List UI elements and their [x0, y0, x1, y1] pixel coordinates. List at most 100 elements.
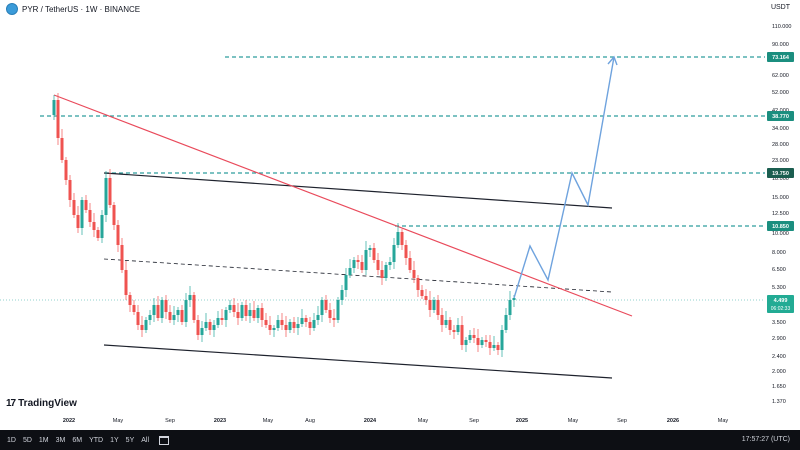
range-1m[interactable]: 1M [38, 436, 49, 444]
candle-body [308, 322, 312, 328]
range-5d[interactable]: 5D [22, 436, 32, 444]
target-level-badge [767, 168, 794, 178]
candle-body [396, 232, 400, 245]
range-3m[interactable]: 3M [55, 436, 66, 444]
candle-body [472, 335, 476, 338]
candle-body [424, 296, 428, 300]
price-tick-label: 3.500 [772, 320, 786, 326]
candle-body [428, 300, 432, 310]
time-tick-label: 2026 [667, 418, 679, 424]
candle-body [124, 270, 128, 295]
time-tick-label: 2023 [214, 418, 226, 424]
candle-body [440, 315, 444, 325]
time-tick-label: May [418, 418, 429, 424]
calendar-icon[interactable] [159, 435, 170, 445]
candle-body [156, 305, 160, 318]
candle-body [464, 340, 468, 345]
candle-body [100, 215, 104, 238]
currency-label[interactable]: USDT [770, 4, 790, 11]
candle-body [436, 300, 440, 315]
candle-body [320, 300, 324, 315]
price-tick-label: 8.000 [772, 250, 786, 256]
price-tick-label: 52.000 [772, 90, 789, 96]
candle-body [356, 260, 360, 262]
candle-body [180, 310, 184, 322]
candle-body [60, 138, 64, 160]
time-tick-label: 2024 [364, 418, 377, 424]
candle-body [52, 100, 56, 115]
candle-body [84, 200, 88, 210]
time-tick-label: Sep [165, 418, 175, 424]
clock: 17:57:27 (UTC) [741, 436, 790, 443]
candle-body [236, 312, 240, 318]
channel-mid-line [103, 258, 613, 293]
channel-top-line [103, 172, 613, 209]
price-chart[interactable]: 110.00090.00062.00052.00042.00034.00028.… [0, 0, 800, 430]
price-tick-label: 23.000 [772, 158, 789, 164]
price-tick-label: 2.400 [772, 354, 786, 360]
range-all[interactable]: All [141, 436, 150, 444]
tradingview-logo: 17 TradingView [6, 398, 77, 409]
price-tick-label: 62.000 [772, 73, 789, 79]
candle-body [384, 265, 388, 278]
candle-body [56, 100, 60, 138]
descending-trendline [53, 94, 633, 317]
candle-body [496, 345, 500, 350]
candle-body [168, 312, 172, 320]
time-tick-label: Aug [305, 418, 315, 424]
candle-body [280, 320, 284, 325]
time-tick-label: May [113, 418, 124, 424]
candle-body [184, 300, 188, 322]
candle-body [204, 322, 208, 328]
price-tick-label: 90.000 [772, 42, 789, 48]
price-tick-label: 1.650 [772, 384, 786, 390]
time-tick-label: May [718, 418, 729, 424]
candle-body [76, 215, 80, 228]
candle-body [232, 305, 236, 312]
candle-body [256, 308, 260, 318]
bottom-toolbar: 1D 5D 1M 3M 6M YTD 1Y 5Y All 17:57:27 (U… [0, 430, 800, 450]
candle-body [316, 315, 320, 320]
candle-body [228, 305, 232, 310]
current-price-badge [767, 295, 794, 313]
target-level-label: 10.850 [772, 224, 789, 230]
candle-body [192, 295, 196, 320]
candle-body [152, 305, 156, 315]
price-tick-label: 1.370 [772, 399, 786, 405]
candle-body [488, 342, 492, 348]
candle-body [188, 295, 192, 300]
candle-body [252, 310, 256, 318]
range-1d[interactable]: 1D [7, 436, 16, 444]
price-tick-label: 15.000 [772, 195, 789, 201]
candle-body [292, 322, 296, 328]
candle-body [332, 318, 336, 320]
range-ytd[interactable]: YTD [89, 436, 104, 444]
current-price-value: 4.499 [774, 298, 788, 304]
candle-body [348, 268, 352, 275]
candle-body [416, 278, 420, 290]
candle-body [444, 320, 448, 325]
candle-body [144, 320, 148, 330]
candle-body [468, 335, 472, 340]
candle-body [388, 262, 392, 265]
candle-body [68, 180, 72, 200]
price-tick-label: 2.000 [772, 369, 786, 375]
candle-body [108, 178, 112, 205]
symbol-info[interactable]: PYR / TetherUS · 1W · BINANCE [6, 3, 140, 15]
candle-body [336, 300, 340, 320]
candle-body [328, 310, 332, 318]
candle-body [504, 315, 508, 330]
candle-body [420, 290, 424, 296]
candle-body [160, 300, 164, 318]
candle-body [264, 320, 268, 325]
candle-body [300, 318, 304, 324]
candle-body [456, 325, 460, 332]
range-6m[interactable]: 6M [72, 436, 83, 444]
candle-body [288, 322, 292, 330]
candle-body [112, 205, 116, 225]
range-1y[interactable]: 1Y [110, 436, 119, 444]
candle-body [224, 310, 228, 320]
price-tick-label: 5.300 [772, 285, 786, 291]
range-5y[interactable]: 5Y [125, 436, 135, 444]
candle-body [492, 345, 496, 348]
